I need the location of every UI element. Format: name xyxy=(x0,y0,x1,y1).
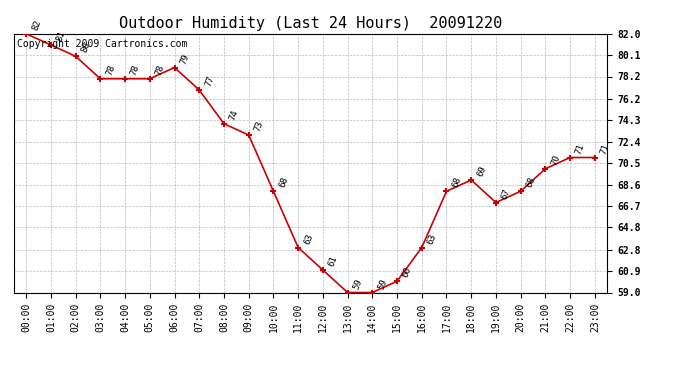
Text: 73: 73 xyxy=(253,120,265,133)
Text: 71: 71 xyxy=(599,142,611,155)
Text: 79: 79 xyxy=(179,52,191,65)
Text: Copyright 2009 Cartronics.com: Copyright 2009 Cartronics.com xyxy=(17,39,187,49)
Text: 68: 68 xyxy=(277,176,290,189)
Text: 69: 69 xyxy=(475,165,488,178)
Text: 59: 59 xyxy=(352,277,364,290)
Text: 67: 67 xyxy=(500,187,512,200)
Text: 77: 77 xyxy=(204,75,215,88)
Text: 68: 68 xyxy=(451,176,463,189)
Text: 61: 61 xyxy=(327,255,339,268)
Text: 70: 70 xyxy=(549,153,562,166)
Text: 68: 68 xyxy=(525,176,537,189)
Text: 78: 78 xyxy=(129,63,141,76)
Text: 71: 71 xyxy=(574,142,586,155)
Text: 81: 81 xyxy=(55,30,67,43)
Text: 80: 80 xyxy=(80,41,92,54)
Text: 78: 78 xyxy=(154,63,166,76)
Text: 82: 82 xyxy=(30,18,43,32)
Text: 78: 78 xyxy=(104,63,117,76)
Title: Outdoor Humidity (Last 24 Hours)  20091220: Outdoor Humidity (Last 24 Hours) 2009122… xyxy=(119,16,502,31)
Text: 74: 74 xyxy=(228,108,240,122)
Text: 63: 63 xyxy=(302,232,315,245)
Text: 59: 59 xyxy=(377,277,388,290)
Text: 63: 63 xyxy=(426,232,438,245)
Text: 60: 60 xyxy=(401,266,413,279)
